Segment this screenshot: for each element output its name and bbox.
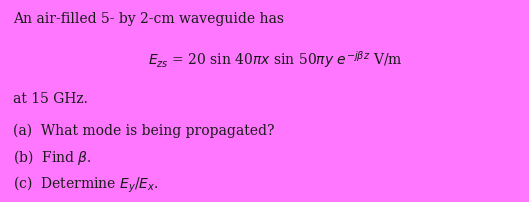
Text: (b)  Find $\beta$.: (b) Find $\beta$. — [13, 148, 92, 167]
Text: (c)  Determine $E_y$/$E_x$.: (c) Determine $E_y$/$E_x$. — [13, 175, 159, 195]
Text: at 15 GHz.: at 15 GHz. — [13, 92, 88, 106]
Text: An air-filled 5- by 2-cm waveguide has: An air-filled 5- by 2-cm waveguide has — [13, 12, 284, 26]
Text: (a)  What mode is being propagated?: (a) What mode is being propagated? — [13, 124, 275, 138]
Text: $E_{zs}$ = 20 sin 40$\pi x$ sin 50$\pi y$ $e^{-j\beta z}$ V/m: $E_{zs}$ = 20 sin 40$\pi x$ sin 50$\pi y… — [148, 49, 403, 70]
